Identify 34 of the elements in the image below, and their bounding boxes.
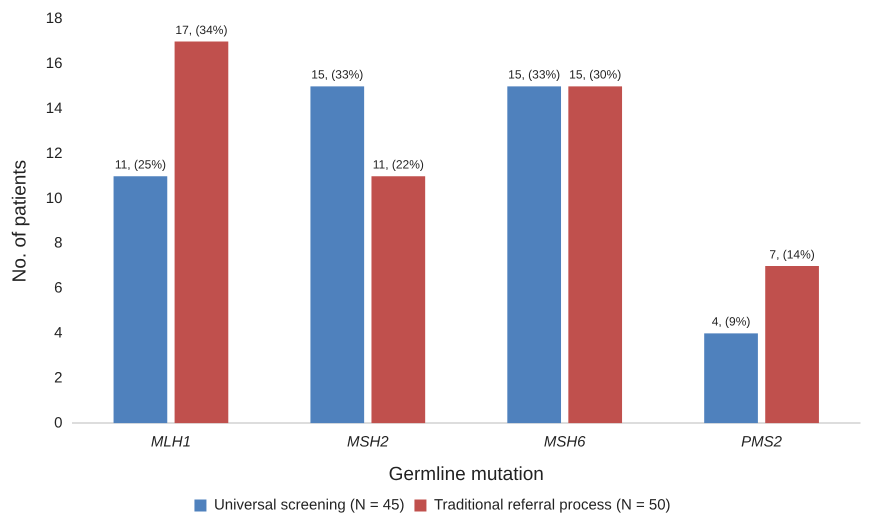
data-label: 17, (34%) <box>175 22 228 37</box>
bar <box>310 86 364 424</box>
y-tick-label: 16 <box>46 55 62 72</box>
y-tick-label: 18 <box>46 10 62 28</box>
bar <box>765 266 819 424</box>
data-label: 15, (33%) <box>508 68 560 82</box>
bar <box>114 176 168 424</box>
bar <box>174 41 228 424</box>
data-label: 11, (25%) <box>114 158 166 172</box>
y-tick-label: 4 <box>54 324 62 342</box>
data-label: 11, (22%) <box>372 158 424 172</box>
y-tick-label: 8 <box>54 234 62 252</box>
x-tick-label: MSH2 <box>346 433 390 450</box>
y-tick-label: 14 <box>46 100 62 117</box>
x-tick-label: PMS2 <box>741 433 783 450</box>
bar <box>507 86 562 424</box>
y-tick-label: 6 <box>54 280 62 297</box>
data-label: 15, (33%) <box>311 68 364 82</box>
data-label: 7, (14%) <box>769 247 815 262</box>
legend-label: Universal screening (N = 45) <box>214 496 404 514</box>
y-axis-title: No. of patients <box>10 160 31 282</box>
bar <box>704 333 758 424</box>
y-tick-label: 0 <box>54 414 62 432</box>
x-tick-label: MLH1 <box>150 433 191 450</box>
bar <box>371 176 426 424</box>
bar <box>568 86 622 424</box>
x-tick-label: MSH6 <box>544 433 586 450</box>
legend-label: Traditional referral process (N = 50) <box>434 496 671 514</box>
data-label: 4, (9%) <box>712 314 750 329</box>
y-tick-label: 10 <box>46 190 62 207</box>
y-tick-label: 2 <box>54 369 62 386</box>
data-label: 15, (30%) <box>569 68 622 82</box>
y-tick-label: 12 <box>46 144 62 162</box>
x-axis-title: Germline mutation <box>388 464 544 485</box>
